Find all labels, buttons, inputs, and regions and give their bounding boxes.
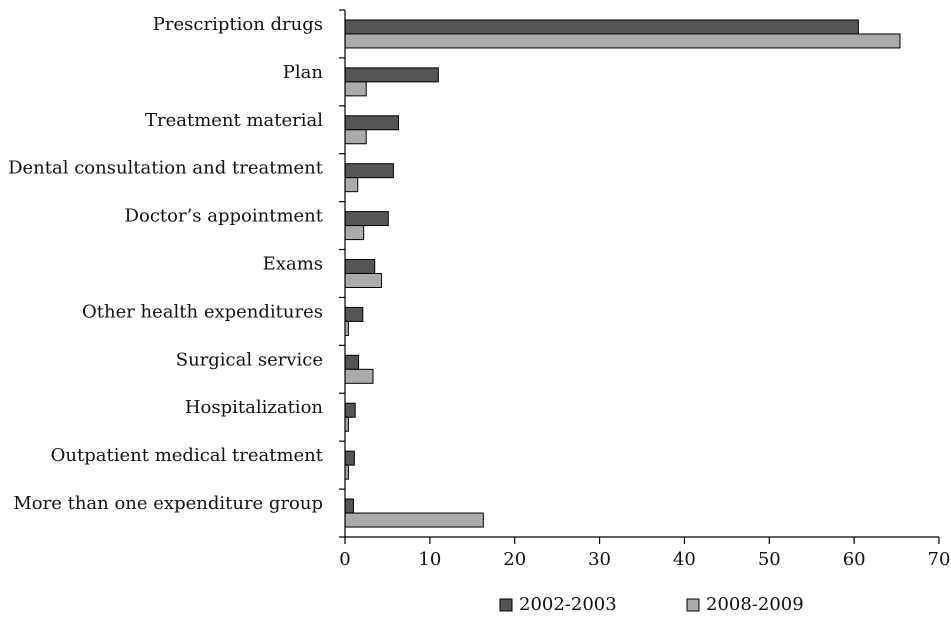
x-tick-label: 10 (418, 549, 441, 570)
bar-series-2 (344, 33, 901, 49)
category-label: Doctor’s appointment (125, 206, 324, 227)
legend-label: 2002-2003 (519, 594, 617, 615)
x-tick-label: 50 (758, 549, 781, 570)
bar-series-1 (344, 354, 360, 370)
bar-series-2 (344, 177, 359, 193)
bar-series-1 (344, 19, 859, 35)
x-tick-label: 70 (928, 549, 951, 570)
category-label: Other health expenditures (82, 301, 323, 322)
bar-series-1 (344, 67, 439, 83)
bar-series-1 (344, 402, 356, 418)
bar-series-2 (344, 512, 484, 528)
category-label: Exams (263, 254, 323, 275)
x-tick-label: 20 (503, 549, 526, 570)
bar-series-2 (344, 368, 374, 384)
bar-series-1 (344, 498, 354, 514)
legend: 2002-2003 2008-2009 (499, 594, 804, 615)
legend-swatch (499, 598, 513, 612)
category-label: More than one expenditure group (13, 493, 323, 514)
x-tick-label: 0 (339, 549, 350, 570)
bars-group (344, 19, 901, 528)
category-label: Hospitalization (185, 397, 324, 418)
category-label: Plan (283, 62, 324, 83)
bar-series-2 (344, 81, 367, 97)
bar-series-1 (344, 259, 376, 274)
bar-series-2 (344, 225, 365, 241)
axes-group (344, 10, 939, 538)
category-labels: Prescription drugs Plan Treatment material… (8, 14, 324, 514)
x-tick-label: 60 (843, 549, 866, 570)
bar-series-1 (344, 211, 389, 227)
bar-series-1 (344, 450, 355, 466)
category-label: Prescription drugs (153, 14, 323, 35)
category-label: Surgical service (176, 349, 323, 370)
bar-series-1 (344, 163, 394, 179)
category-label: Dental consultation and treatment (8, 158, 324, 179)
x-tick-label: 40 (673, 549, 696, 570)
x-ticks: 0 10 20 30 40 50 60 70 (339, 9, 951, 570)
legend-label: 2008-2009 (706, 594, 804, 615)
category-label: Outpatient medical treatment (51, 445, 324, 466)
bar-series-2 (344, 129, 367, 145)
legend-swatch (686, 598, 700, 612)
bar-series-2 (344, 273, 382, 288)
bar-series-1 (344, 306, 364, 322)
category-label: Treatment material (145, 110, 323, 131)
x-tick-label: 30 (588, 549, 611, 570)
bar-series-1 (344, 115, 399, 131)
